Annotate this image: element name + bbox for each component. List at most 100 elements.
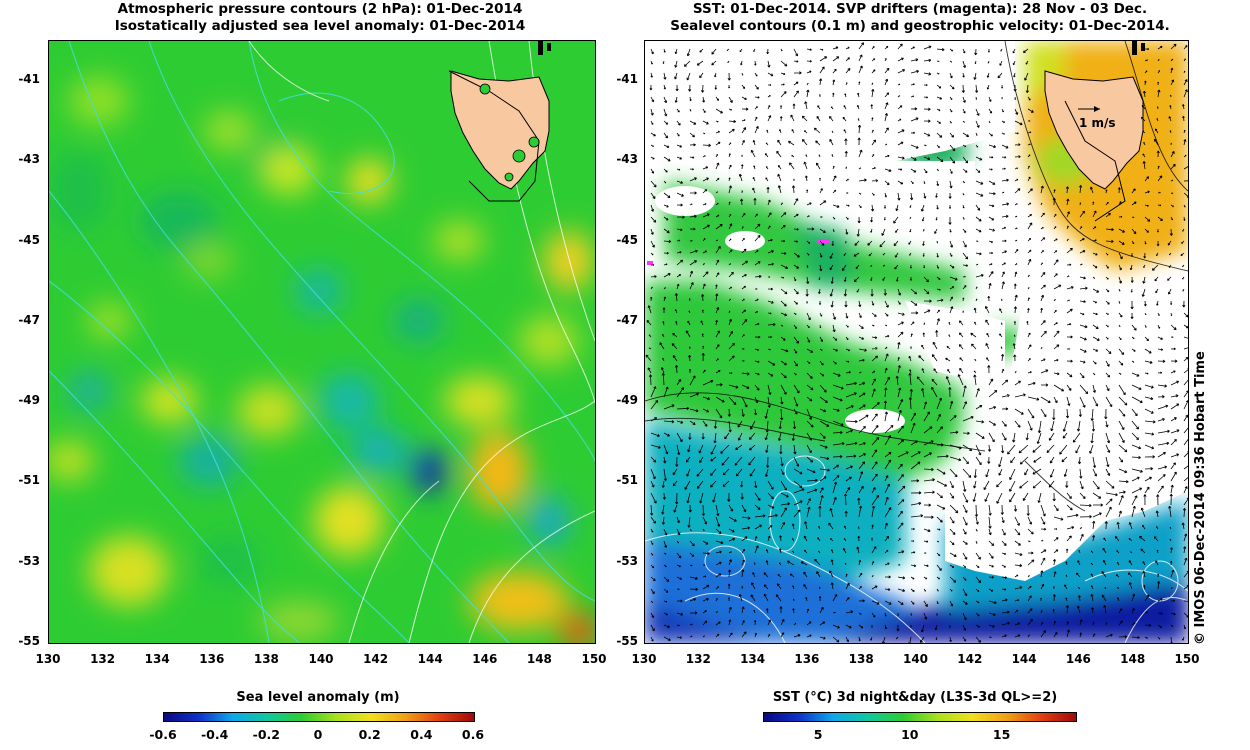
- velocity-arrow: [754, 261, 761, 266]
- velocity-arrow: [909, 388, 913, 398]
- velocity-arrow: [923, 440, 934, 446]
- velocity-arrow: [884, 387, 888, 398]
- velocity-arrow: [702, 575, 707, 578]
- velocity-arrow: [858, 192, 862, 195]
- velocity-arrow: [754, 504, 761, 510]
- velocity-arrow: [829, 116, 834, 122]
- velocity-arrow: [884, 549, 889, 554]
- velocity-arrow: [962, 132, 970, 137]
- velocity-arrow: [1066, 348, 1070, 350]
- velocity-arrow: [1183, 58, 1186, 62]
- velocity-arrow: [829, 538, 834, 542]
- velocity-arrow: [663, 192, 671, 199]
- velocity-arrow: [949, 228, 952, 233]
- velocity-arrow: [806, 240, 811, 244]
- velocity-arrow: [754, 96, 760, 99]
- velocity-arrow: [1118, 276, 1123, 284]
- velocity-arrow: [1053, 330, 1060, 338]
- velocity-arrow: [702, 635, 705, 638]
- velocity-arrow: [1013, 334, 1016, 338]
- velocity-arrow: [1092, 300, 1098, 304]
- velocity-arrow: [1144, 594, 1150, 602]
- velocity-arrow: [1183, 546, 1187, 554]
- velocity-arrow: [1027, 618, 1033, 626]
- velocity-arrow: [1014, 528, 1021, 536]
- velocity-arrow: [728, 164, 732, 170]
- velocity-arrow: [845, 57, 850, 62]
- velocity-arrow: [714, 84, 718, 90]
- velocity-arrow: [805, 597, 808, 602]
- velocity-arrow: [663, 144, 670, 148]
- velocity-arrow: [856, 228, 860, 237]
- velocity-arrow: [767, 322, 776, 327]
- velocity-arrow: [819, 228, 826, 233]
- velocity-arrow: [1183, 624, 1187, 630]
- velocity-arrow: [1156, 581, 1161, 590]
- velocity-arrow: [714, 72, 717, 78]
- velocity-arrow: [816, 571, 821, 578]
- velocity-scale-arrow: [1078, 106, 1100, 112]
- velocity-arrow: [786, 560, 795, 566]
- velocity-arrow: [845, 441, 858, 446]
- velocity-arrow: [1066, 211, 1070, 218]
- velocity-arrow: [789, 573, 795, 578]
- velocity-arrow: [763, 572, 769, 578]
- velocity-arrow: [845, 610, 854, 614]
- velocity-arrow: [1027, 559, 1035, 566]
- velocity-arrow: [923, 600, 928, 607]
- velocity-arrow: [728, 551, 732, 554]
- velocity-arrow: [910, 422, 916, 434]
- velocity-arrow: [819, 432, 826, 439]
- velocity-arrow: [766, 129, 769, 134]
- velocity-arrow: [1001, 120, 1006, 123]
- velocity-arrow: [1079, 468, 1083, 479]
- velocity-arrow: [819, 360, 824, 366]
- velocity-arrow: [1131, 372, 1140, 377]
- velocity-arrow: [897, 300, 901, 305]
- velocity-arrow: [974, 358, 977, 362]
- velocity-arrow: [699, 492, 704, 504]
- velocity-arrow: [884, 324, 888, 327]
- velocity-arrow: [754, 125, 759, 134]
- velocity-arrow: [1118, 324, 1121, 328]
- velocity-arrow: [910, 333, 913, 338]
- velocity-arrow: [1101, 594, 1107, 602]
- y-tick-right: -51: [616, 473, 638, 488]
- velocity-arrow: [1182, 228, 1185, 232]
- velocity-arrow: [1040, 226, 1044, 230]
- velocity-arrow: [1001, 420, 1007, 427]
- sst-colorbar: [763, 712, 1077, 722]
- velocity-arrow: [962, 310, 964, 314]
- velocity-arrow: [897, 43, 903, 50]
- velocity-arrow: [949, 600, 954, 607]
- velocity-arrow: [780, 83, 785, 86]
- velocity-arrow: [962, 240, 967, 248]
- velocity-arrow: [1014, 563, 1023, 568]
- velocity-arrow: [1144, 348, 1152, 354]
- velocity-arrow: [1170, 359, 1178, 363]
- velocity-arrow: [830, 300, 834, 308]
- velocity-arrow: [1066, 275, 1070, 278]
- velocity-arrow: [871, 612, 876, 618]
- velocity-arrow: [884, 143, 888, 146]
- velocity-arrow: [884, 483, 890, 494]
- velocity-arrow: [1128, 582, 1133, 590]
- velocity-arrow: [806, 608, 810, 614]
- velocity-arrow: [818, 525, 821, 530]
- velocity-arrow: [676, 274, 682, 278]
- velocity-arrow: [962, 156, 969, 164]
- velocity-arrow: [728, 201, 731, 206]
- velocity-arrow: [884, 92, 890, 98]
- velocity-arrow: [650, 444, 661, 449]
- velocity-arrow: [1027, 188, 1033, 194]
- velocity-arrow: [1105, 288, 1110, 293]
- velocity-arrow: [737, 432, 743, 441]
- velocity-arrow: [923, 452, 932, 458]
- velocity-arrow: [845, 624, 852, 629]
- velocity-arrow: [1142, 561, 1146, 566]
- velocity-arrow: [650, 168, 654, 174]
- velocity-arrow: [741, 298, 745, 302]
- x-tick-left: 144: [417, 652, 443, 666]
- velocity-arrow: [1066, 535, 1072, 542]
- velocity-arrow: [1131, 476, 1140, 482]
